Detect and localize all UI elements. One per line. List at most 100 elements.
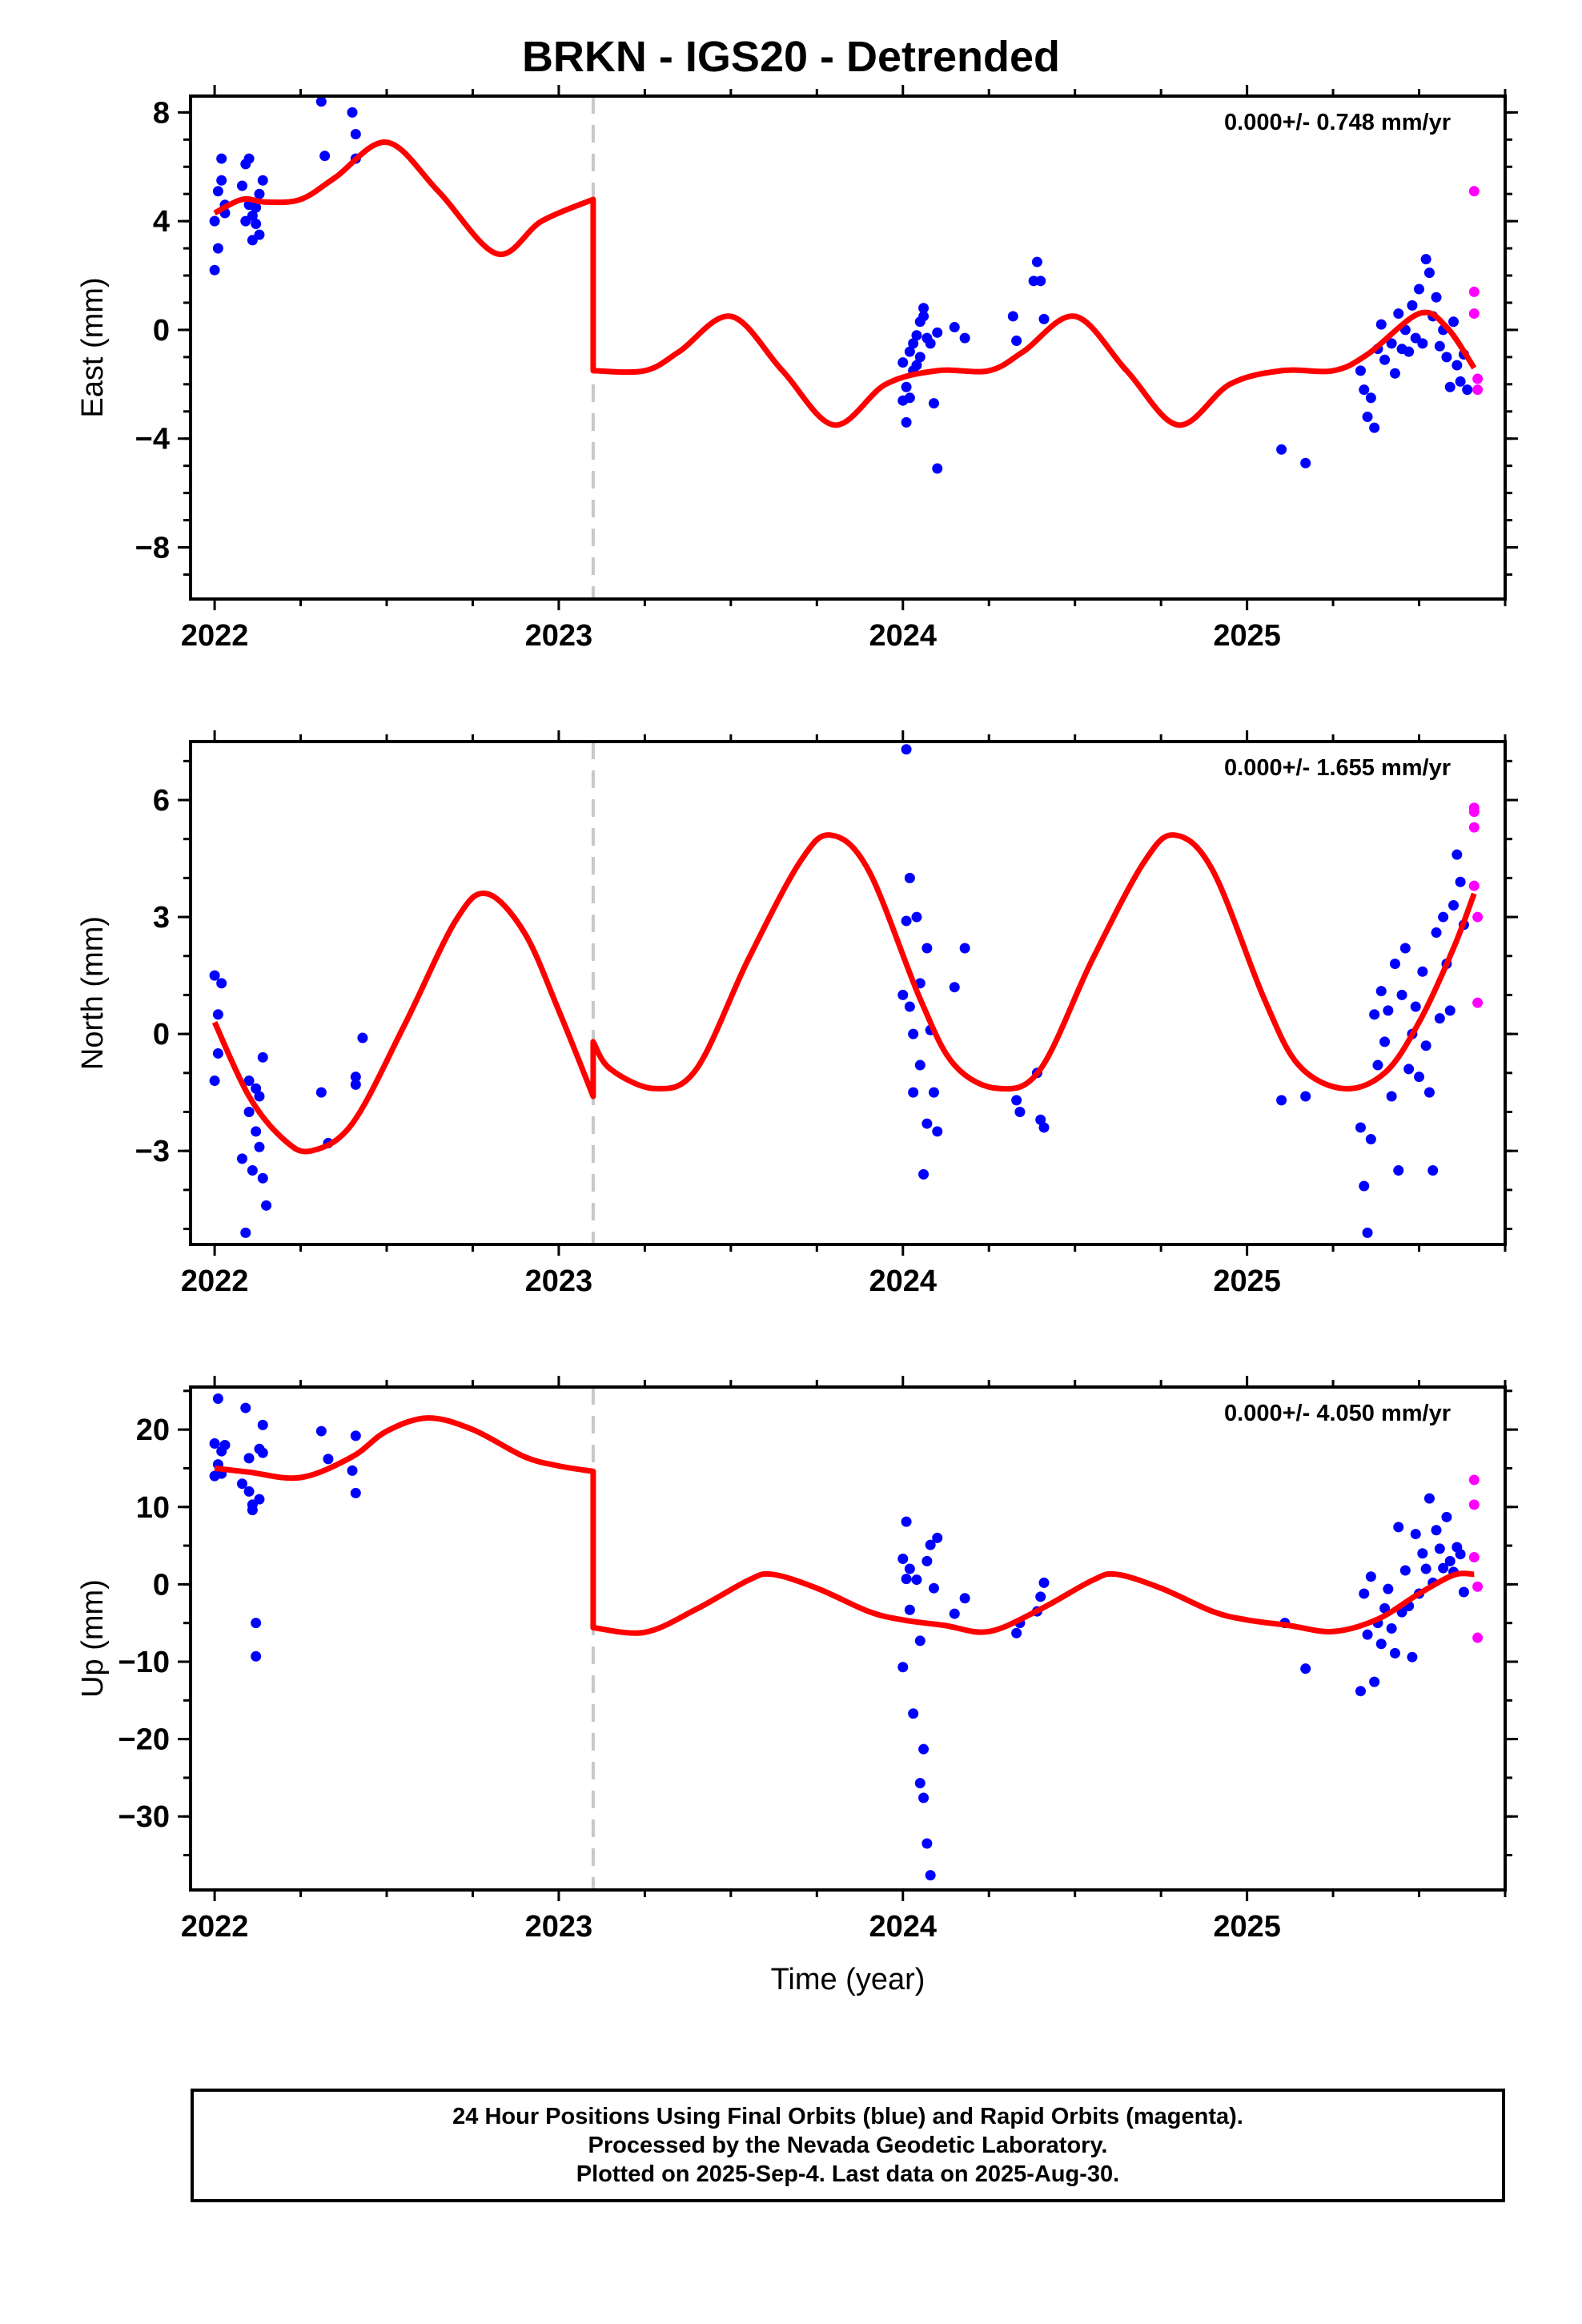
- chart-3-final-point: [959, 1593, 970, 1604]
- chart-2-final-point: [932, 1126, 943, 1137]
- chart-3-final-point: [243, 1486, 255, 1497]
- chart-3-final-point: [350, 1487, 361, 1498]
- chart-2-final-point: [1389, 958, 1400, 969]
- chart-3-rapid-point: [1468, 1499, 1480, 1510]
- chart-2-x-tick-label: 2022: [181, 1265, 249, 1298]
- chart-1-x-tick-label: 2023: [525, 619, 593, 653]
- chart-3-final-point: [209, 1438, 220, 1449]
- chart-2-final-point: [1414, 1072, 1425, 1083]
- chart-2-x-tick-label: 2024: [869, 1265, 938, 1298]
- chart-3-final-point: [921, 1838, 933, 1849]
- chart-2-final-point: [1444, 1005, 1456, 1016]
- chart-2-final-point: [1359, 1180, 1370, 1192]
- chart-2-final-point: [1365, 1134, 1376, 1145]
- chart-3-x-tick-label: 2022: [181, 1910, 249, 1944]
- chart-3-final-point: [928, 1582, 939, 1594]
- chart-1-final-point: [1462, 384, 1473, 396]
- chart-1-final-point: [1379, 354, 1391, 365]
- chart-3-final-point: [1389, 1647, 1400, 1659]
- chart-1-final-point: [918, 303, 930, 314]
- chart-1-x-tick-label: 2024: [869, 619, 938, 653]
- chart-3-final-point: [257, 1447, 268, 1458]
- chart-3-final-point: [914, 1778, 926, 1789]
- chart-2-final-point: [908, 1028, 919, 1039]
- chart-3-y-tick-label: 20: [136, 1413, 170, 1447]
- chart-2-final-point: [1372, 1059, 1383, 1071]
- chart-3-final-point: [901, 1574, 912, 1585]
- chart-1-final-point: [1444, 381, 1456, 392]
- chart-2-final-point: [350, 1072, 361, 1083]
- chart-2-final-point: [897, 989, 909, 1000]
- chart-2-final-point: [1362, 1227, 1373, 1238]
- chart-2-final-point: [1417, 966, 1428, 977]
- chart-1-final-point: [1423, 267, 1435, 279]
- chart-2-final-point: [949, 982, 960, 993]
- chart-1-final-point: [914, 352, 926, 363]
- chart-2-final-point: [1011, 1095, 1022, 1106]
- chart-3-final-point: [918, 1792, 930, 1803]
- chart-2-final-point: [254, 1141, 265, 1152]
- footer-line-3: Plotted on 2025-Sep-4. Last data on 2025…: [576, 2161, 1120, 2187]
- chart-1-final-point: [1007, 311, 1018, 322]
- chart-3-plot-area: [191, 1387, 1505, 1890]
- chart-3-final-point: [1369, 1676, 1380, 1687]
- chart-3-x-tick-label: 2025: [1213, 1910, 1281, 1944]
- chart-2-final-point: [251, 1083, 262, 1094]
- chart-3-final-point: [1038, 1577, 1050, 1588]
- chart-1-final-point: [1414, 283, 1425, 295]
- chart-2-y-tick-label: 6: [153, 784, 170, 818]
- chart-1-final-point: [1448, 316, 1460, 328]
- footer-line-1: 24 Hour Positions Using Final Orbits (bl…: [452, 2104, 1243, 2129]
- chart-2-final-point: [257, 1172, 268, 1184]
- chart-3-final-point: [1399, 1565, 1411, 1576]
- chart-3-final-point: [901, 1516, 912, 1527]
- chart-1-final-point: [1407, 300, 1418, 311]
- chart-1-rapid-point: [1468, 186, 1480, 197]
- chart-1-final-point: [908, 338, 919, 349]
- chart-3-final-point: [347, 1465, 358, 1476]
- chart-1-final-point: [1420, 254, 1431, 265]
- chart-3-final-point: [908, 1708, 919, 1719]
- chart-2-final-point: [1434, 1013, 1445, 1024]
- chart-2-plot-area: [191, 742, 1505, 1244]
- chart-1-final-point: [925, 338, 936, 349]
- chart-2-final-point: [918, 1168, 930, 1180]
- chart-3-y-axis-title: Up (mm): [76, 1579, 110, 1698]
- chart-3-final-point: [1417, 1548, 1428, 1559]
- chart-3-final-point: [350, 1430, 361, 1441]
- chart-3-final-point: [257, 1419, 268, 1430]
- chart-3-final-point: [1455, 1549, 1466, 1560]
- chart-2-final-point: [1438, 911, 1449, 923]
- chart-3-final-point: [904, 1563, 915, 1574]
- chart-3-final-point: [1431, 1525, 1442, 1536]
- chart-2-final-point: [315, 1087, 327, 1098]
- chart-2-final-point: [1369, 1009, 1380, 1020]
- footer-caption-box: 24 Hour Positions Using Final Orbits (bl…: [191, 2089, 1505, 2202]
- chart-1-final-point: [1359, 384, 1370, 396]
- chart-3-y-tick-label: 10: [136, 1491, 170, 1525]
- chart-3-final-point: [1355, 1686, 1366, 1697]
- chart-2-final-point: [357, 1032, 368, 1043]
- chart-1-x-tick-label: 2025: [1213, 619, 1281, 653]
- chart-2-final-point: [1410, 1001, 1421, 1012]
- chart-1-rapid-point: [1468, 286, 1480, 297]
- chart-3-rapid-point: [1468, 1474, 1480, 1486]
- chart-2-final-point: [1300, 1091, 1311, 1102]
- chart-1-final-point: [1403, 346, 1415, 357]
- chart-1-final-point: [904, 346, 915, 357]
- chart-1-final-point: [236, 180, 247, 191]
- chart-3-y-tick-label: −10: [118, 1646, 170, 1679]
- chart-3-final-point: [1359, 1588, 1370, 1599]
- chart-3-final-point: [212, 1393, 223, 1404]
- chart-2-final-point: [1379, 1036, 1391, 1047]
- chart-2-final-point: [959, 943, 970, 954]
- chart-3-final-point: [1420, 1563, 1431, 1574]
- chart-1-final-point: [257, 175, 268, 186]
- chart-2-rapid-point: [1472, 911, 1484, 923]
- chart-3-y-tick-label: −30: [118, 1800, 170, 1834]
- chart-1-final-point: [315, 96, 327, 107]
- chart-2-final-point: [904, 1001, 915, 1012]
- chart-1-final-point: [897, 357, 909, 368]
- chart-1-final-point: [347, 107, 358, 118]
